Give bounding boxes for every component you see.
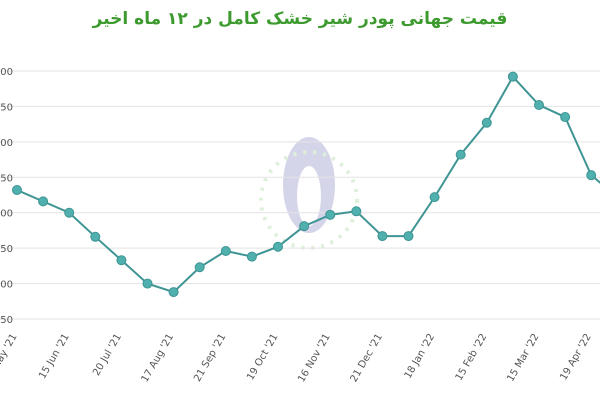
data-point — [455, 149, 466, 160]
data-point — [220, 245, 231, 256]
data-point — [481, 117, 492, 128]
data-point — [429, 192, 440, 203]
data-point — [246, 251, 257, 262]
data-point — [38, 196, 49, 207]
y-tick-label: 4,750 — [0, 102, 13, 113]
x-tick-label: 19 Oct '21 — [245, 332, 280, 382]
data-point — [325, 209, 336, 220]
data-point — [142, 278, 153, 289]
x-tick-label: 16 Nov '21 — [296, 332, 333, 384]
y-tick-label: 4,500 — [0, 138, 13, 149]
x-tick-label: 17 Aug '21 — [140, 332, 177, 384]
data-point — [377, 231, 388, 242]
x-tick-label: 15 Jun '21 — [37, 332, 72, 381]
x-tick-label: 25 May '21 — [0, 332, 20, 385]
data-point — [507, 71, 518, 82]
data-point — [586, 170, 597, 181]
data-point — [273, 241, 283, 252]
y-tick-label: 3,250 — [0, 315, 13, 326]
watermark-logo — [259, 137, 359, 250]
y-tick-label: 5,000 — [0, 67, 13, 78]
x-tick-label: 18 Jan '22 — [403, 332, 438, 381]
x-tick-label: 15 Mar '22 — [505, 332, 541, 384]
data-point — [90, 231, 101, 242]
data-point — [351, 206, 362, 217]
chart-title: قیمت جهانی پودر شیر خشک کامل در ۱۲ ماه ا… — [92, 9, 508, 29]
data-point — [168, 287, 179, 298]
data-point — [116, 255, 127, 266]
data-point — [534, 100, 544, 111]
x-tick-label: 21 Sep '21 — [192, 332, 228, 384]
data-point — [194, 262, 205, 273]
x-tick-label: 15 Feb '22 — [454, 332, 490, 383]
x-tick-label: 19 Apr '22 — [558, 332, 593, 382]
y-tick-label: 4,000 — [0, 209, 13, 220]
y-tick-label: 4,250 — [0, 173, 13, 184]
y-tick-label: 3,750 — [0, 244, 13, 255]
data-point — [403, 231, 414, 242]
x-tick-label: 21 Dec '21 — [349, 332, 385, 384]
y-tick-label: 3,500 — [0, 280, 13, 291]
data-point — [12, 185, 22, 196]
data-line — [16, 74, 600, 294]
data-point — [299, 221, 310, 232]
x-tick-label: 20 Jul '21 — [91, 332, 124, 378]
data-point — [64, 207, 75, 218]
data-point — [560, 112, 571, 123]
